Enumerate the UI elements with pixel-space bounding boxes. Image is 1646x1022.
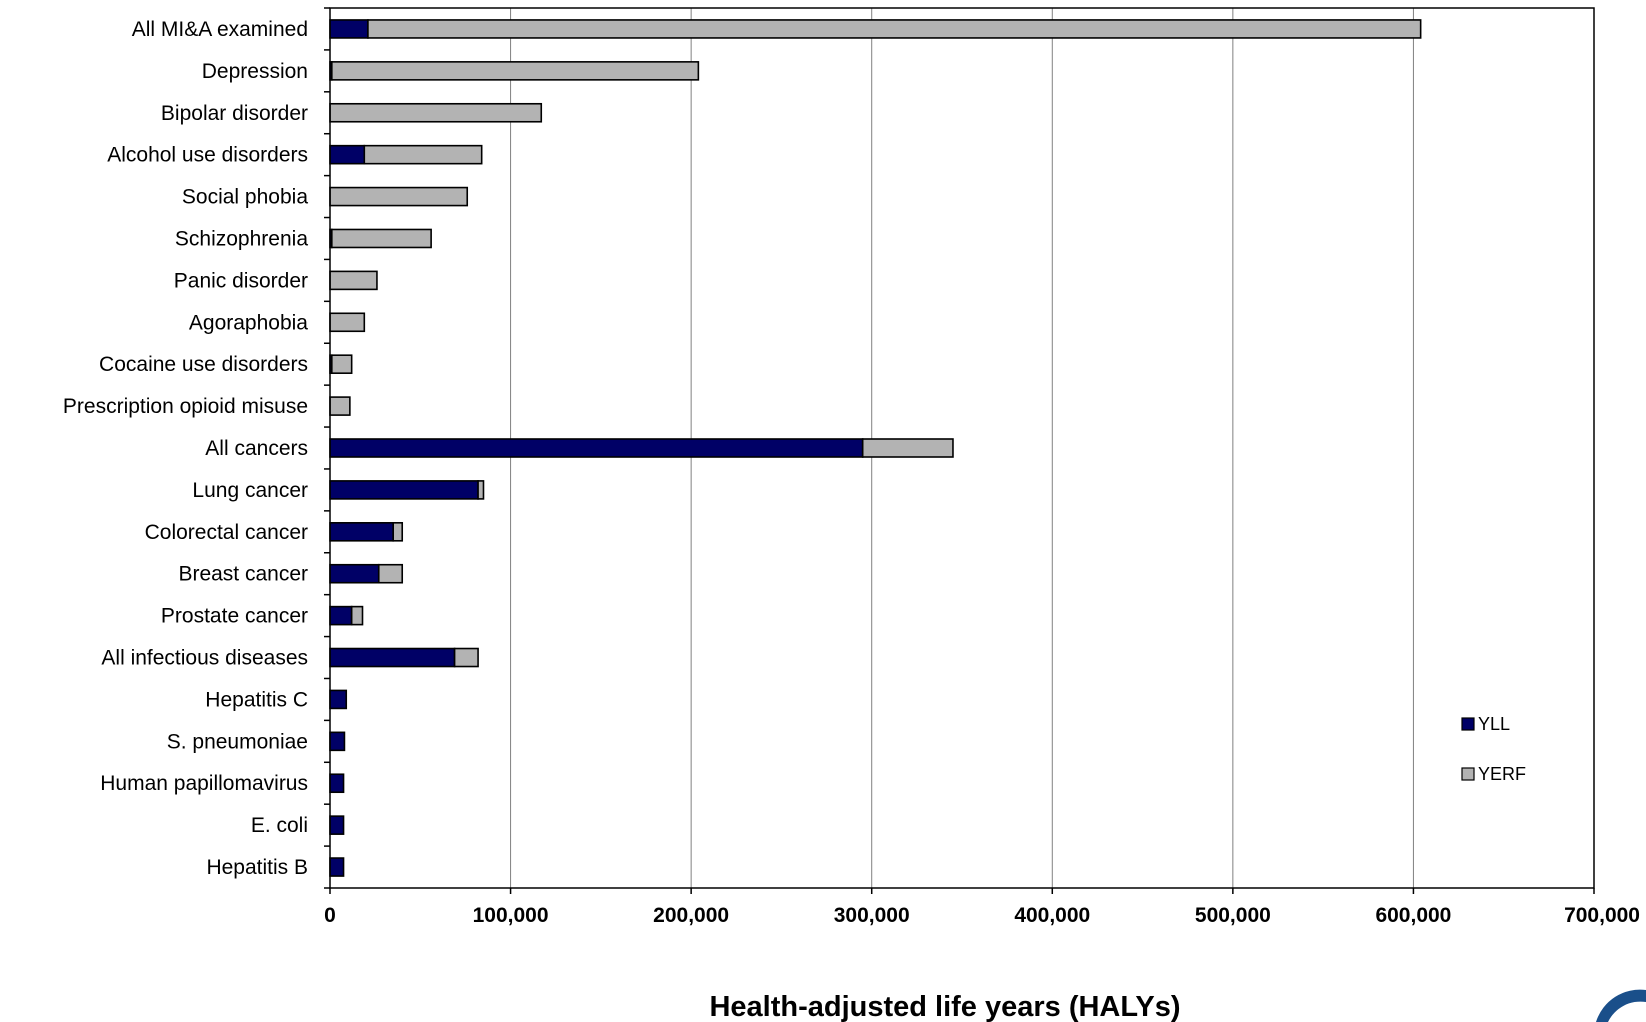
category-label: Social phobia — [182, 186, 308, 209]
x-tick-label: 400,000 — [1014, 904, 1090, 927]
bar-yll — [329, 438, 864, 458]
bar-yll — [329, 480, 479, 500]
bar-yerf — [329, 312, 366, 333]
legend-label-yerf: YERF — [1478, 764, 1526, 784]
legend-swatch-yerf — [1461, 767, 1475, 781]
bar-yll — [329, 563, 380, 584]
bar-yll — [329, 857, 345, 877]
bar-yerf — [329, 102, 543, 123]
category-label: E. coli — [251, 814, 308, 837]
category-label: All MI&A examined — [132, 18, 308, 41]
category-label: Human papillomavirus — [100, 772, 308, 795]
category-label: All cancers — [205, 437, 308, 460]
bar-yerf — [350, 605, 364, 626]
category-label: Alcohol use disorders — [107, 144, 308, 167]
bar-yerf — [331, 354, 353, 374]
category-label: All infectious diseases — [101, 647, 308, 670]
bar-yerf — [392, 522, 404, 542]
category-label: Lung cancer — [192, 479, 308, 502]
category-label: Hepatitis B — [206, 856, 308, 879]
x-axis-title: Health-adjusted life years (HALYs) — [709, 991, 1180, 1022]
x-tick-label: 100,000 — [473, 904, 549, 927]
bar-yerf — [861, 438, 954, 458]
x-tick-label: 0 — [324, 904, 336, 927]
bar-yll — [329, 522, 395, 542]
bar-yll — [329, 19, 369, 39]
x-tick-labels: 0 100,000 200,000 300,000 400,000 500,000 600,… — [324, 904, 1640, 927]
x-tick-label: 300,000 — [834, 904, 910, 927]
category-label: Schizophrenia — [175, 227, 308, 250]
category-label: Hepatitis C — [205, 688, 308, 711]
plot-frame — [329, 7, 1595, 889]
category-label: Panic disorder — [174, 269, 308, 292]
bar-yerf — [477, 480, 485, 500]
x-tick-label: 500,000 — [1195, 904, 1271, 927]
bar-yerf — [329, 270, 378, 291]
x-tick-label: 200,000 — [653, 904, 729, 927]
bar-yll — [329, 689, 348, 710]
bar-yll — [329, 144, 366, 165]
logo-arc — [1596, 989, 1646, 1022]
bar-yerf — [331, 61, 700, 81]
bar-yll — [329, 647, 456, 668]
legend-swatch-yll — [1461, 717, 1475, 731]
bar-yerf — [329, 186, 469, 207]
bar-yll — [329, 731, 346, 752]
bar-yerf — [453, 647, 479, 668]
bar-yerf — [331, 228, 432, 249]
category-labels: All MI&A examined Depression Bipolar disor… — [63, 18, 308, 879]
bar-yll — [329, 605, 353, 626]
bar-yll — [329, 773, 345, 794]
legend: YLL YERF — [1461, 714, 1526, 784]
legend-label-yll: YLL — [1478, 714, 1510, 734]
category-label: Colorectal cancer — [145, 521, 308, 544]
logo — [1596, 989, 1646, 1022]
bar-yerf — [329, 396, 351, 416]
x-tick-label: 600,000 — [1375, 904, 1451, 927]
category-label: Bipolar disorder — [161, 102, 308, 125]
category-label: Cocaine use disorders — [99, 353, 308, 376]
category-label: S. pneumoniae — [167, 730, 308, 753]
bar-yerf — [367, 19, 1422, 39]
category-label: Agoraphobia — [189, 311, 308, 334]
x-tick-label: 700,000 — [1564, 904, 1640, 927]
bar-yerf — [363, 144, 483, 165]
category-label: Breast cancer — [178, 563, 308, 586]
bars — [329, 19, 1422, 877]
category-label: Depression — [202, 60, 308, 83]
bar-yll — [329, 815, 345, 835]
bar-yerf — [377, 563, 404, 584]
axes — [324, 7, 1595, 894]
category-label: Prescription opioid misuse — [63, 395, 308, 418]
category-label: Prostate cancer — [161, 605, 308, 628]
